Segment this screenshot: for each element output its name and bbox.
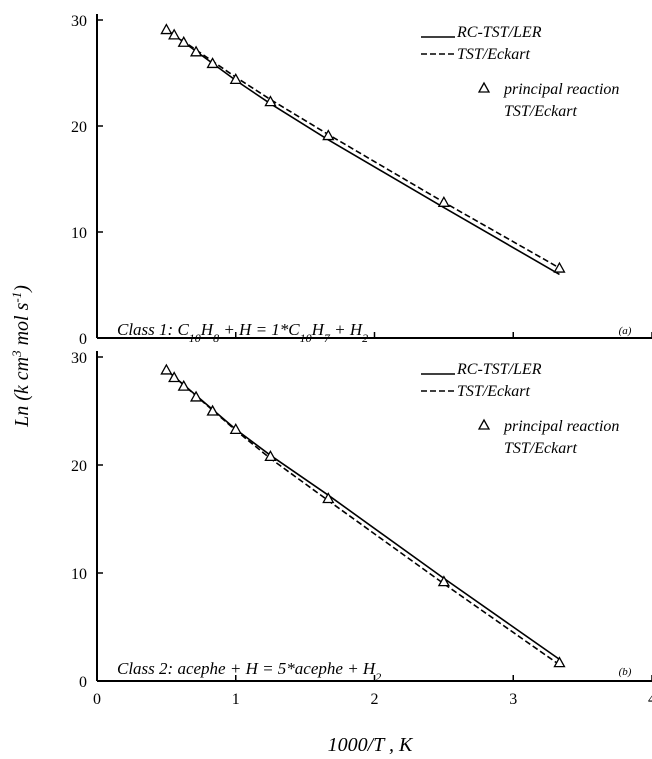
series-point-principal-reaction [179, 37, 189, 46]
reaction-annotation-part: Class 1: C [117, 320, 189, 339]
y-axis-label-part: ) [11, 285, 33, 293]
y-tick-label: 0 [79, 331, 87, 348]
y-tick-label: 30 [71, 13, 87, 30]
x-tick-label: 1 [232, 691, 240, 708]
y-tick-label: 10 [71, 566, 87, 583]
legend-label-principal-reaction-line2: TST/Eckart [504, 103, 577, 120]
series-line-tst-eckart [166, 370, 559, 665]
legend-swatch-triangle [479, 420, 489, 429]
series-point-principal-reaction [161, 365, 171, 374]
legend-label-principal-reaction: principal reaction [503, 418, 619, 435]
y-tick-label: 0 [79, 674, 87, 691]
reaction-annotation-part: 2 [362, 331, 368, 345]
legend-label-tst-eckart: TST/Eckart [457, 383, 530, 400]
y-axis-label: Ln (k cm3 mol s-1) [9, 285, 34, 428]
series-point-principal-reaction [161, 25, 171, 34]
y-tick-label: 10 [71, 225, 87, 242]
reaction-annotation-part: + H = 1*C [219, 320, 300, 339]
y-axis-label-part: Ln (k cm [11, 357, 33, 428]
legend-label-principal-reaction: principal reaction [503, 81, 619, 98]
reaction-annotation-part: + H [330, 320, 364, 339]
x-axis-label: 1000/T , K [328, 734, 414, 756]
y-axis-label-part: mol s [11, 302, 33, 350]
panel-label: (a) [619, 325, 632, 337]
y-tick-label: 30 [71, 350, 87, 367]
legend-swatch-triangle [479, 83, 489, 92]
legend-label-tst-eckart: TST/Eckart [457, 46, 530, 63]
chart-panels: 0102030RC-TST/LERTST/Eckartprincipal rea… [71, 13, 652, 708]
x-tick-label: 3 [509, 691, 517, 708]
series-line-rc-tst-ler [166, 30, 559, 275]
reaction-annotation-part: 10 [189, 331, 201, 345]
legend-label-rc-tst-ler: RC-TST/LER [456, 24, 542, 41]
x-tick-label: 4 [648, 691, 652, 708]
panel-label: (b) [619, 666, 632, 678]
x-tick-label: 0 [93, 691, 101, 708]
y-tick-label: 20 [71, 119, 87, 136]
series-point-principal-reaction [439, 197, 449, 206]
reaction-annotation-part: Class 2: acephe + H = 5*acephe + H [117, 659, 377, 678]
y-axis-label-part: -1 [9, 292, 24, 303]
legend-label-principal-reaction-line2: TST/Eckart [504, 440, 577, 457]
series-line-tst-eckart [166, 30, 559, 269]
reaction-annotation-part: 2 [375, 670, 381, 684]
series-point-principal-reaction [323, 131, 333, 140]
legend-label-rc-tst-ler: RC-TST/LER [456, 361, 542, 378]
series-point-principal-reaction [554, 263, 564, 272]
reaction-annotation: Class 1: C10H8 + H = 1*C10H7 + H2 [117, 320, 368, 345]
series-line-rc-tst-ler [166, 370, 559, 659]
x-tick-label: 2 [371, 691, 379, 708]
panel-a: 0 10 20 30 RC-TST/LER TST/Eckart principal rea… [71, 13, 652, 348]
reaction-annotation-part: 10 [300, 331, 312, 345]
series-point-principal-reaction [231, 74, 241, 83]
y-tick-label: 20 [71, 458, 87, 475]
panel-b: 0 10 20 30 0 1 2 3 4 RC-TST/LER TST/Eckart principa… [71, 350, 652, 708]
